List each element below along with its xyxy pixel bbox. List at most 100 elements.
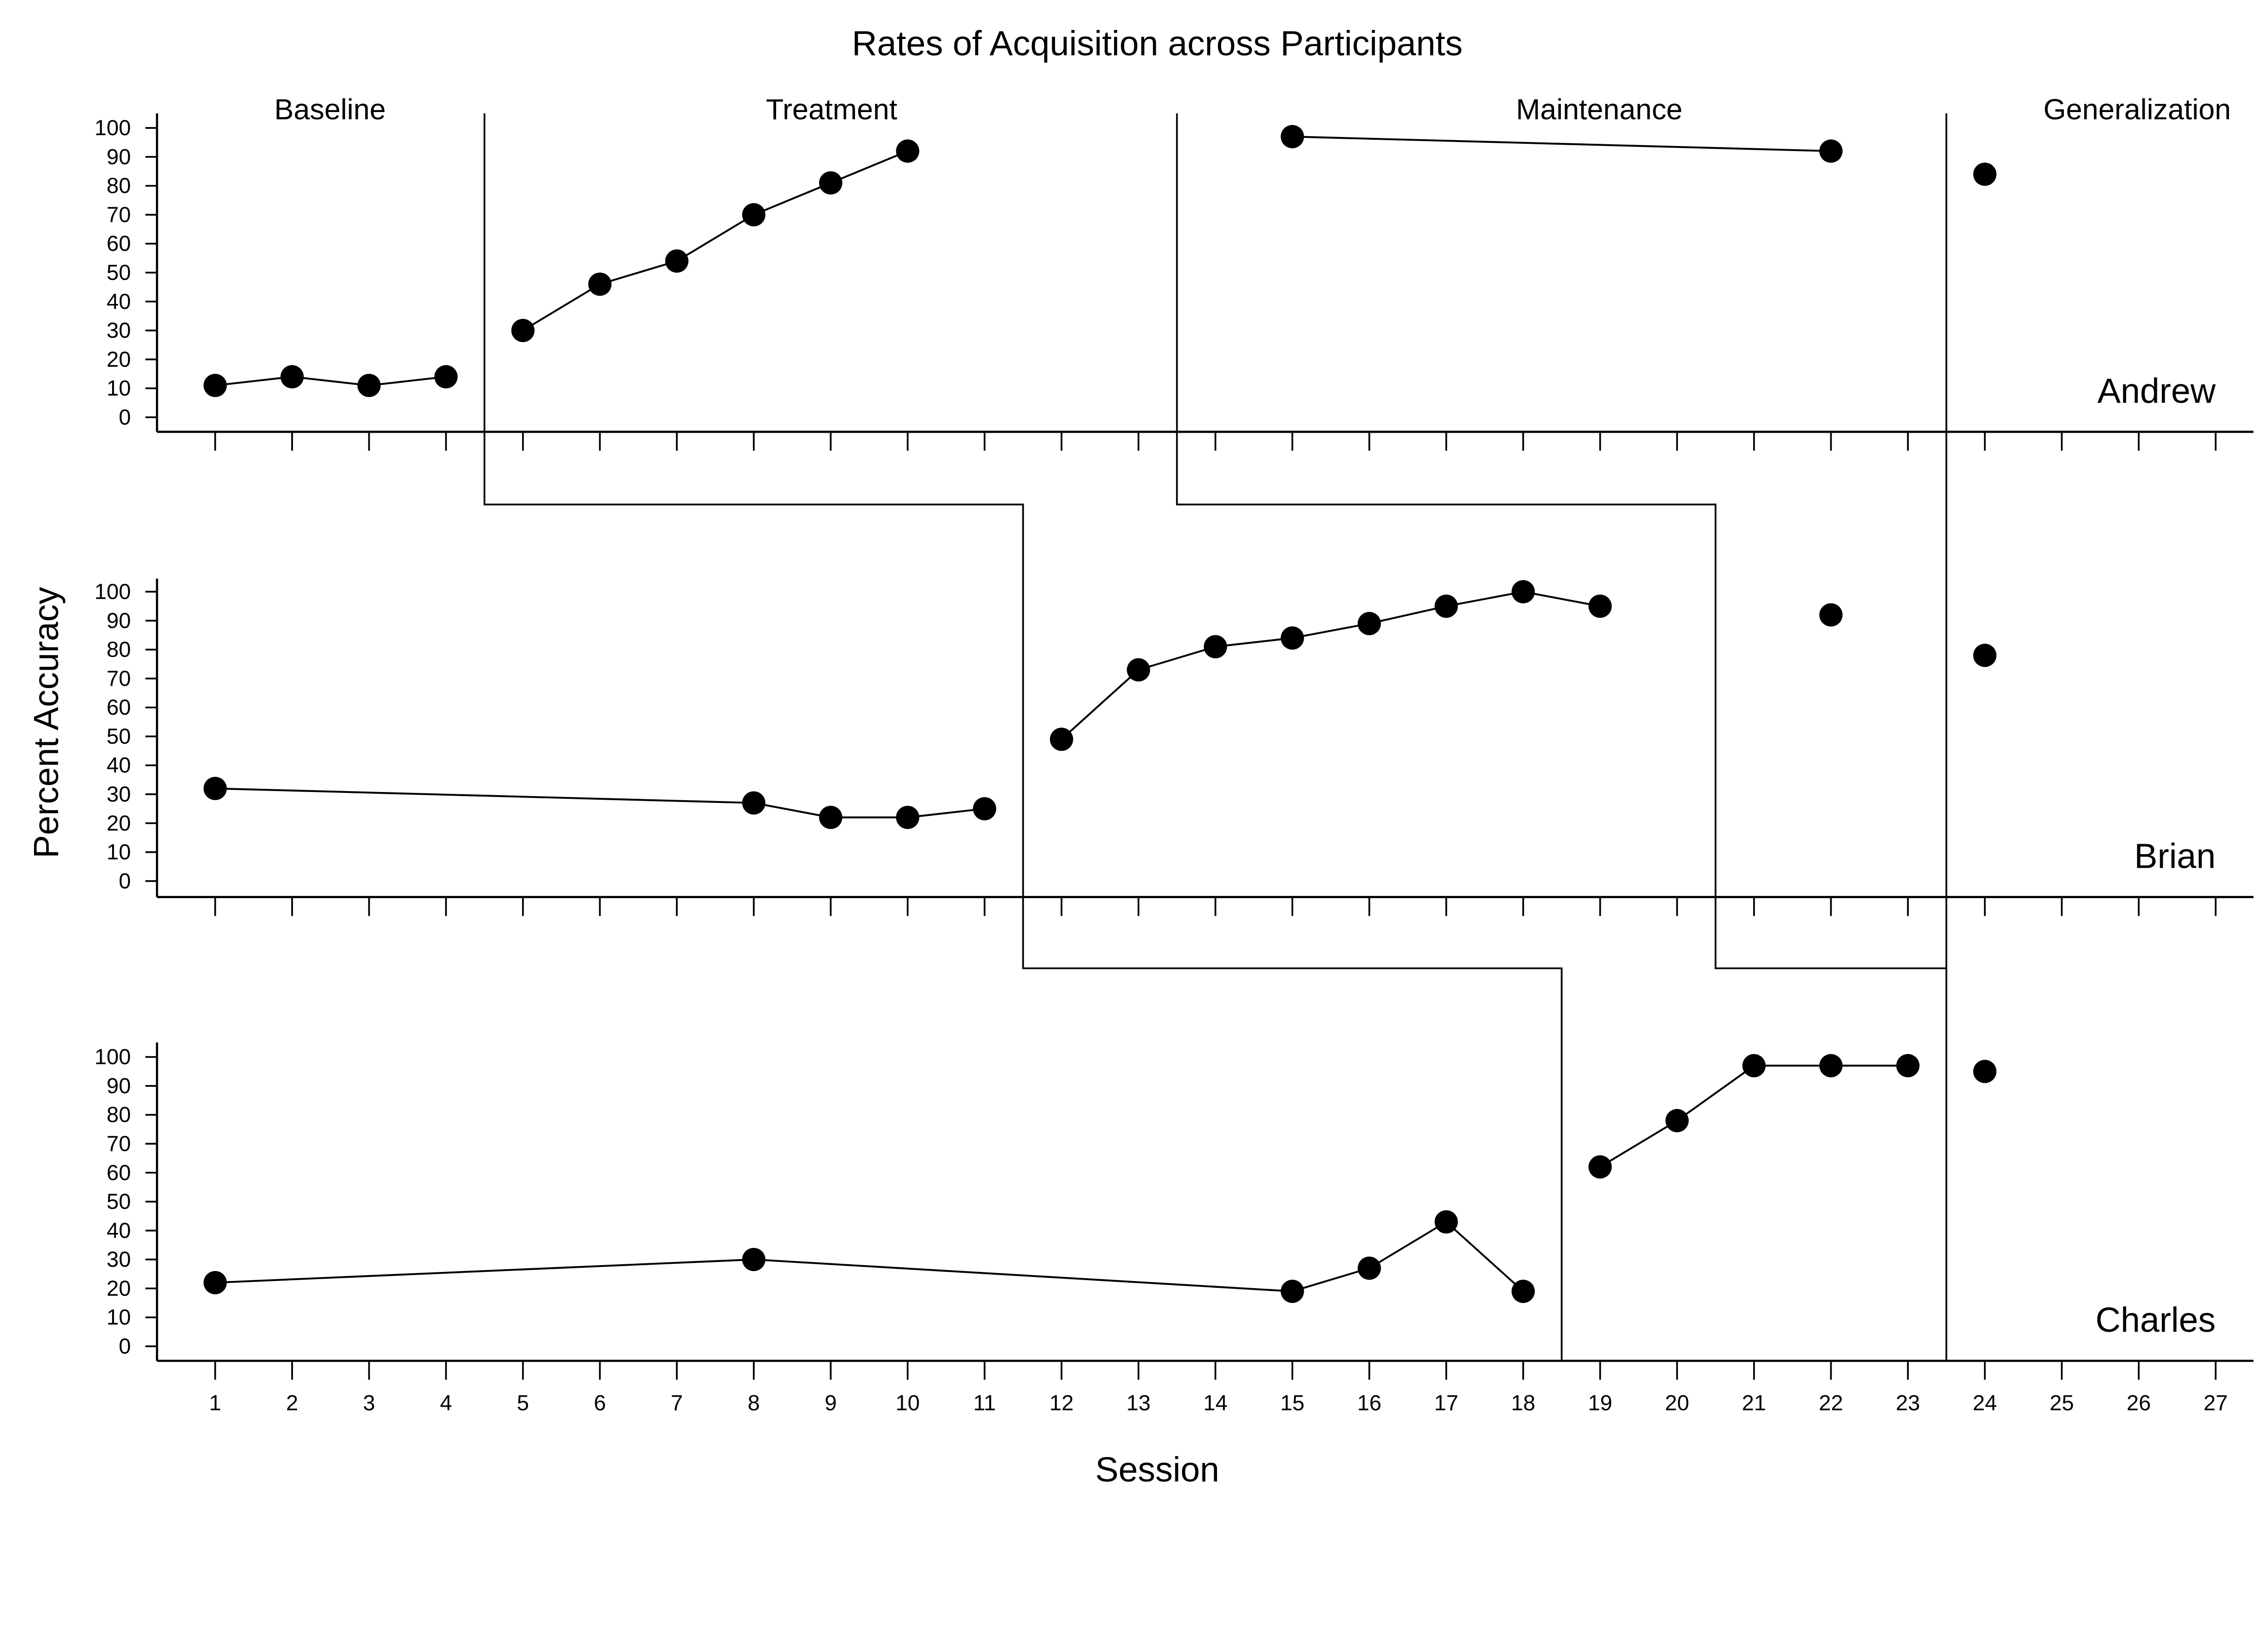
data-point	[1511, 580, 1535, 604]
data-point	[742, 203, 766, 227]
y-tick-label: 50	[107, 260, 131, 285]
data-point	[203, 1271, 227, 1295]
y-tick-label: 0	[119, 869, 131, 893]
x-tick-label: 24	[1973, 1391, 1997, 1415]
participant-label-andrew: Andrew	[2097, 372, 2216, 411]
x-tick-label: 19	[1588, 1391, 1612, 1415]
y-tick-label: 40	[107, 289, 131, 314]
x-tick-label: 5	[517, 1391, 529, 1415]
phase-label-generalization: Generalization	[2043, 93, 2231, 126]
y-tick-label: 100	[94, 116, 131, 140]
data-line	[1599, 1065, 1908, 1168]
data-point	[1434, 594, 1458, 618]
x-tick-label: 7	[671, 1391, 683, 1415]
x-tick-label: 22	[1819, 1391, 1843, 1415]
y-axis-label: Percent Accuracy	[27, 587, 66, 858]
y-tick-label: 100	[94, 1045, 131, 1069]
y-tick-label: 90	[107, 1074, 131, 1098]
phase-change-line-treatment	[484, 113, 1563, 1361]
x-tick-label: 20	[1665, 1391, 1689, 1415]
y-tick-label: 60	[107, 231, 131, 256]
y-tick-label: 60	[107, 695, 131, 720]
data-point	[1819, 603, 1843, 627]
x-tick-label: 18	[1511, 1391, 1535, 1415]
data-point	[896, 806, 919, 829]
data-line	[215, 1221, 1524, 1292]
data-line	[522, 150, 908, 332]
data-point	[1973, 162, 1997, 186]
phase-change-line-maintenance	[1176, 113, 1946, 969]
data-point	[1434, 1210, 1458, 1234]
x-tick-label: 9	[825, 1391, 837, 1415]
data-point	[1050, 728, 1073, 751]
x-tick-label: 16	[1357, 1391, 1381, 1415]
chart-title: Rates of Acquisition across Participants	[852, 24, 1463, 63]
data-point	[1203, 635, 1227, 659]
x-tick-label: 8	[748, 1391, 760, 1415]
x-tick-label: 2	[286, 1391, 298, 1415]
phase-label-treatment: Treatment	[766, 93, 897, 126]
x-tick-label: 1	[209, 1391, 221, 1415]
data-line	[1061, 591, 1600, 740]
y-tick-label: 20	[107, 347, 131, 372]
data-point	[819, 171, 843, 195]
x-tick-label: 14	[1203, 1391, 1227, 1415]
data-point	[1588, 594, 1612, 618]
y-tick-label: 30	[107, 318, 131, 343]
y-tick-label: 0	[119, 405, 131, 430]
data-point	[280, 365, 304, 389]
y-tick-label: 30	[107, 782, 131, 807]
y-tick-label: 20	[107, 811, 131, 836]
y-tick-label: 10	[107, 1305, 131, 1330]
y-tick-label: 40	[107, 753, 131, 777]
x-tick-label: 21	[1742, 1391, 1766, 1415]
x-tick-label: 11	[973, 1391, 996, 1415]
data-point	[1819, 1054, 1843, 1077]
data-point	[896, 139, 919, 163]
y-tick-label: 80	[107, 637, 131, 662]
data-point	[1819, 139, 1843, 163]
data-point	[665, 249, 689, 273]
x-tick-label: 6	[594, 1391, 606, 1415]
y-tick-label: 70	[107, 666, 131, 691]
data-point	[1127, 658, 1150, 682]
x-tick-label: 17	[1434, 1391, 1458, 1415]
data-point	[203, 777, 227, 800]
x-tick-label: 12	[1050, 1391, 1074, 1415]
x-axis-label: Session	[1095, 1450, 1219, 1489]
data-point	[1742, 1054, 1766, 1077]
data-point	[588, 272, 612, 296]
data-point	[203, 374, 227, 397]
data-point	[1281, 626, 1304, 650]
x-tick-label: 4	[440, 1391, 452, 1415]
data-point	[1973, 1060, 1997, 1083]
y-tick-label: 80	[107, 174, 131, 198]
participant-label-charles: Charles	[2096, 1301, 2216, 1340]
y-tick-label: 50	[107, 1189, 131, 1214]
data-line	[215, 376, 446, 386]
x-tick-label: 10	[895, 1391, 919, 1415]
data-point	[357, 374, 381, 397]
y-tick-label: 70	[107, 1131, 131, 1156]
y-tick-label: 90	[107, 145, 131, 169]
data-line	[1292, 136, 1831, 152]
data-point	[1358, 612, 1381, 636]
y-tick-label: 20	[107, 1276, 131, 1301]
data-point	[742, 1247, 766, 1271]
data-point	[1588, 1155, 1612, 1179]
data-line	[215, 787, 985, 819]
y-tick-label: 10	[107, 376, 131, 401]
x-tick-label: 3	[363, 1391, 375, 1415]
data-point	[1281, 1280, 1304, 1303]
participant-label-brian: Brian	[2134, 836, 2216, 875]
x-tick-label: 27	[2204, 1391, 2228, 1415]
x-tick-label: 13	[1126, 1391, 1150, 1415]
data-point	[511, 318, 535, 342]
data-point	[1896, 1054, 1920, 1077]
x-tick-label: 25	[2050, 1391, 2074, 1415]
y-tick-label: 0	[119, 1334, 131, 1359]
y-tick-label: 50	[107, 724, 131, 748]
y-tick-label: 60	[107, 1160, 131, 1185]
x-tick-label: 23	[1896, 1391, 1920, 1415]
y-tick-label: 30	[107, 1247, 131, 1272]
